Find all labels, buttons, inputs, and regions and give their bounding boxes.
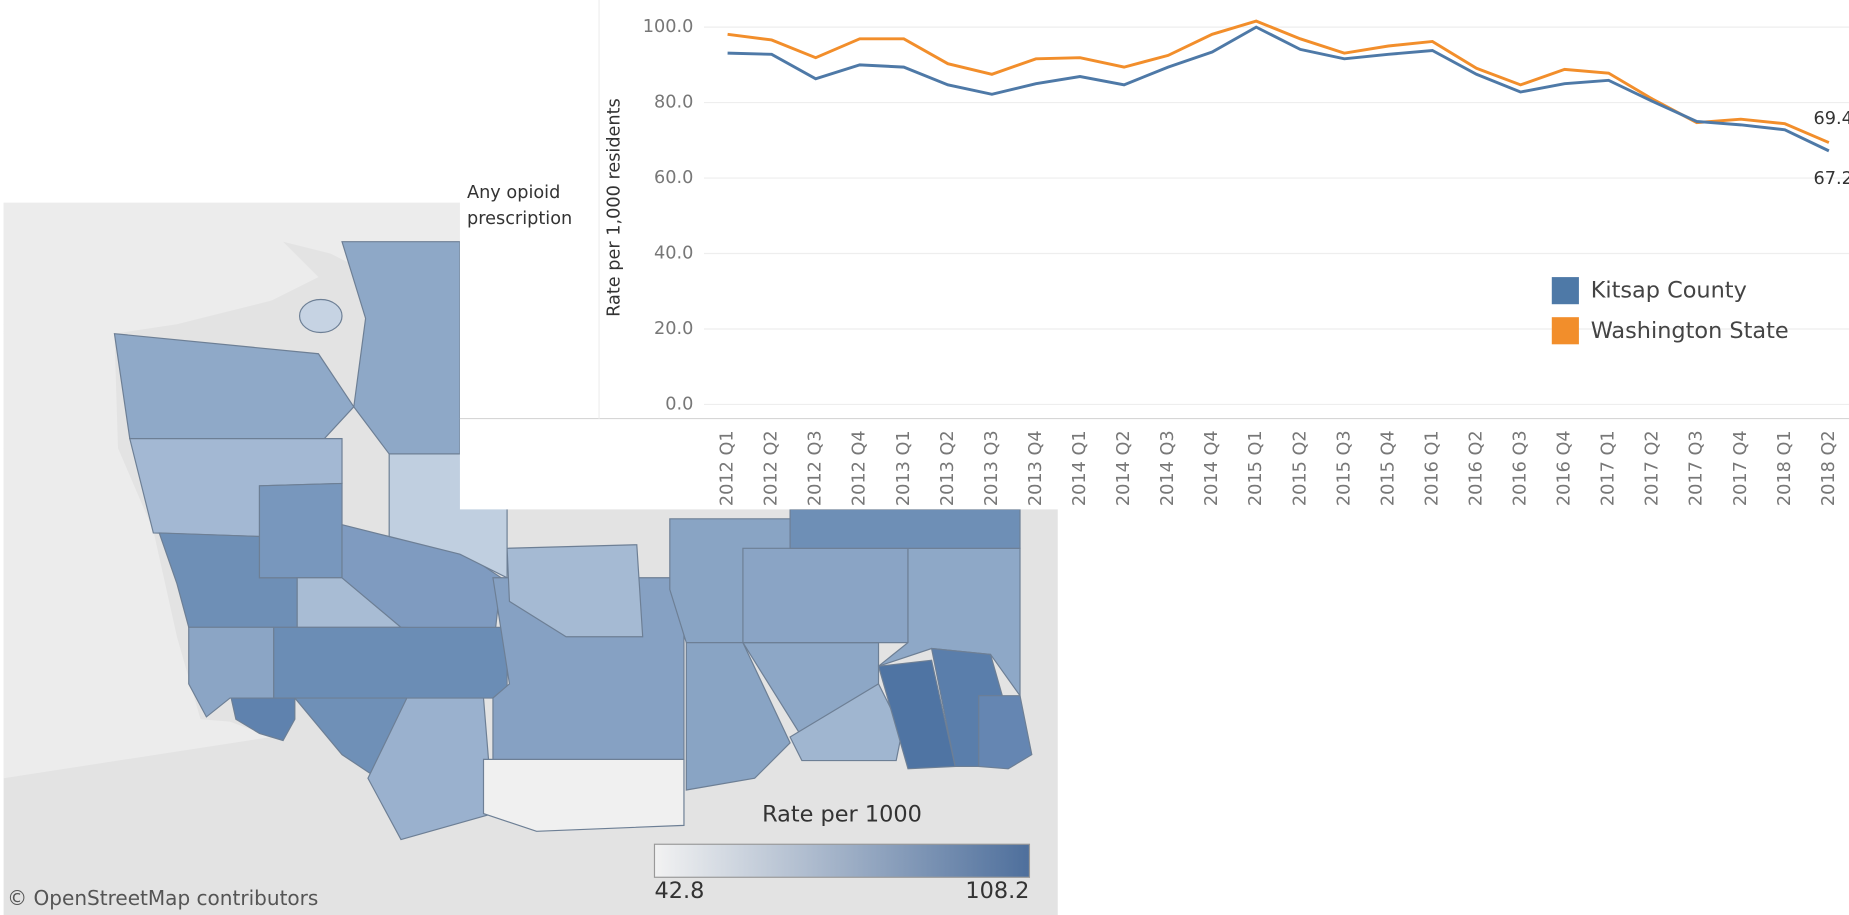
x-tick-label: 2016 Q3 <box>1511 430 1531 506</box>
x-tick-label: 2013 Q3 <box>982 430 1002 506</box>
x-tick-label: 2015 Q2 <box>1290 430 1310 506</box>
x-tick-label: 2012 Q2 <box>762 430 782 506</box>
row-label: Any opioid prescription <box>467 181 573 229</box>
y-tick-label: 0.0 <box>665 394 693 414</box>
x-tick-label: 2017 Q1 <box>1599 430 1619 506</box>
series-line <box>727 25 1830 153</box>
water <box>3 202 472 779</box>
y-tick-label: 40.0 <box>654 244 693 264</box>
counties <box>113 241 1033 841</box>
x-tick-label: 2018 Q2 <box>1819 430 1839 506</box>
legend-label: Kitsap County <box>1591 278 1747 304</box>
x-tick-label: 2014 Q1 <box>1070 430 1090 506</box>
x-tick-label: 2012 Q4 <box>850 430 870 506</box>
attribution: © OpenStreetMap contributors <box>7 886 318 910</box>
x-tick-label: 2014 Q2 <box>1114 430 1134 506</box>
x-tick-label: 2015 Q1 <box>1246 430 1266 506</box>
legend-swatch <box>1551 277 1579 305</box>
legend-label: Washington State <box>1591 318 1789 344</box>
y-tick-label: 60.0 <box>654 168 693 188</box>
y-tick-label: 80.0 <box>654 93 693 113</box>
x-tick-label: 2017 Q4 <box>1731 430 1751 506</box>
x-tick-label: 2014 Q4 <box>1202 430 1222 506</box>
x-tick-label: 2012 Q1 <box>718 430 738 506</box>
y-tick-label: 20.0 <box>654 319 693 339</box>
x-tick-label: 2016 Q1 <box>1422 430 1442 506</box>
y-axis-title: Rate per 1,000 residents <box>604 98 624 317</box>
x-tick-label: 2016 Q2 <box>1466 430 1486 506</box>
data-label: 67.2 <box>1814 169 1849 189</box>
color-ramp <box>653 843 1031 878</box>
data-label: 69.4 <box>1814 109 1849 129</box>
x-tick-label: 2013 Q1 <box>894 430 914 506</box>
map-legend-min: 42.8 <box>654 878 704 904</box>
series-line <box>727 19 1830 144</box>
map-legend-title: Rate per 1000 <box>762 801 922 827</box>
x-tick-label: 2016 Q4 <box>1555 430 1575 506</box>
x-tick-label: 2013 Q4 <box>1026 430 1046 506</box>
map-legend-max: 108.2 <box>965 878 1029 904</box>
x-tick-label: 2015 Q3 <box>1334 430 1354 506</box>
x-tick-label: 2013 Q2 <box>938 430 958 506</box>
x-tick-label: 2018 Q1 <box>1775 430 1795 506</box>
y-tick-label: 100.0 <box>643 17 694 37</box>
x-tick-label: 2012 Q3 <box>806 430 826 506</box>
x-tick-label: 2017 Q2 <box>1643 430 1663 506</box>
plot: 0.0 20.0 40.0 60.0 80.0 100.0 2012 Q1 2012 Q2 20… <box>643 17 1849 506</box>
x-tick-label: 2015 Q4 <box>1378 430 1398 506</box>
legend-swatch <box>1551 317 1579 345</box>
x-tick-label: 2014 Q3 <box>1158 430 1178 506</box>
row-label-box: Any opioid prescription <box>467 181 573 229</box>
x-tick-label: 2017 Q3 <box>1687 430 1707 506</box>
